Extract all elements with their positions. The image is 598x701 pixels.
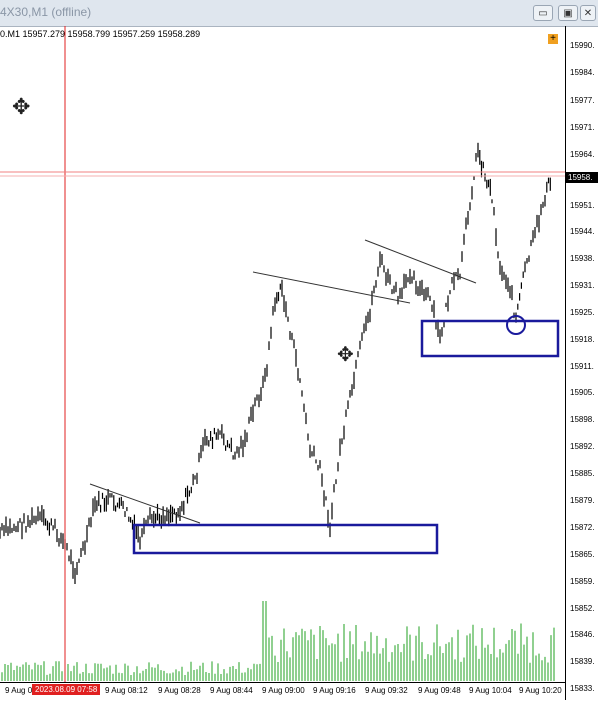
price-tick-label: 15905.	[570, 388, 595, 397]
price-tick-label: 15885.	[570, 469, 595, 478]
time-tick-label: 9 Aug 09:16	[313, 686, 356, 695]
price-tick-label: 15859.	[570, 577, 595, 586]
restore-button[interactable]: ▣	[558, 5, 578, 21]
move-icon: ✥	[12, 94, 31, 119]
highlight-circle[interactable]	[506, 315, 526, 335]
time-tick-label: 9 Aug 09:32	[365, 686, 408, 695]
price-tick-label: 15971.	[570, 123, 595, 132]
price-tick-label: 15839.	[570, 657, 595, 666]
demand-zone-box-lower[interactable]	[132, 523, 439, 555]
demand-zone-box-upper[interactable]	[420, 319, 560, 358]
trendline-3[interactable]	[364, 239, 477, 284]
price-candles	[0, 142, 551, 584]
price-tick-label: 15898.	[570, 415, 595, 424]
price-tick-label: 15872.	[570, 523, 595, 532]
time-tick-label: 9 Aug 0	[5, 686, 33, 695]
volume-bars	[1, 601, 555, 681]
price-tick-label: 15852.	[570, 604, 595, 613]
time-tick-label: 9 Aug 10:04	[469, 686, 512, 695]
window-title: 4X30,M1 (offline)	[0, 5, 92, 19]
minimize-button[interactable]: ▭	[533, 5, 553, 21]
trendline-2[interactable]	[252, 271, 411, 304]
price-tick-label: 15925.	[570, 308, 595, 317]
close-button[interactable]: ✕	[580, 5, 596, 21]
price-tick-label: 15990.	[570, 41, 595, 50]
price-tick-label: 15833.	[570, 684, 595, 693]
price-tick-label: 15964.	[570, 150, 595, 159]
ohlc-quote-line: 0.M1 15957.279 15958.799 15957.259 15958…	[0, 29, 201, 39]
trendline-1[interactable]	[89, 483, 201, 524]
time-axis[interactable]: 9 Aug 0 9 Aug 08:12 9 Aug 08:28 9 Aug 08:44…	[0, 682, 565, 701]
price-tick-label: 15984.	[570, 68, 595, 77]
price-tick-label: 15944.	[570, 227, 595, 236]
time-tick-label: 9 Aug 09:48	[418, 686, 461, 695]
price-tick-label: 15938.	[570, 254, 595, 263]
price-tick-label: 15931.	[570, 281, 595, 290]
current-price-label: 15958.	[565, 172, 598, 183]
price-tick-label: 15879.	[570, 496, 595, 505]
price-tick-label: 15892.	[570, 442, 595, 451]
price-tick-label: 15977.	[570, 96, 595, 105]
one-click-trade-button[interactable]: +	[548, 34, 558, 44]
move-icon: ✥	[337, 344, 354, 366]
price-tick-label: 15865.	[570, 550, 595, 559]
time-tick-label: 9 Aug 09:00	[262, 686, 305, 695]
time-tick-label: 9 Aug 08:44	[210, 686, 253, 695]
price-tick-label: 15911.	[570, 362, 594, 371]
price-tick-label: 15918.	[570, 335, 595, 344]
time-tick-label: 9 Aug 08:28	[158, 686, 201, 695]
price-tick-label: 15951.	[570, 201, 595, 210]
crosshair-time-label: 2023.08.09 07:58	[32, 684, 101, 695]
window-titlebar: 4X30,M1 (offline) ▭ ▣ ✕	[0, 0, 598, 27]
time-tick-label: 9 Aug 10:20	[519, 686, 562, 695]
time-tick-label: 9 Aug 08:12	[105, 686, 148, 695]
price-axis[interactable]: 15990. 15984. 15977. 15971. 15964. 15951. 1594…	[565, 26, 598, 700]
price-tick-label: 15846.	[570, 630, 595, 639]
